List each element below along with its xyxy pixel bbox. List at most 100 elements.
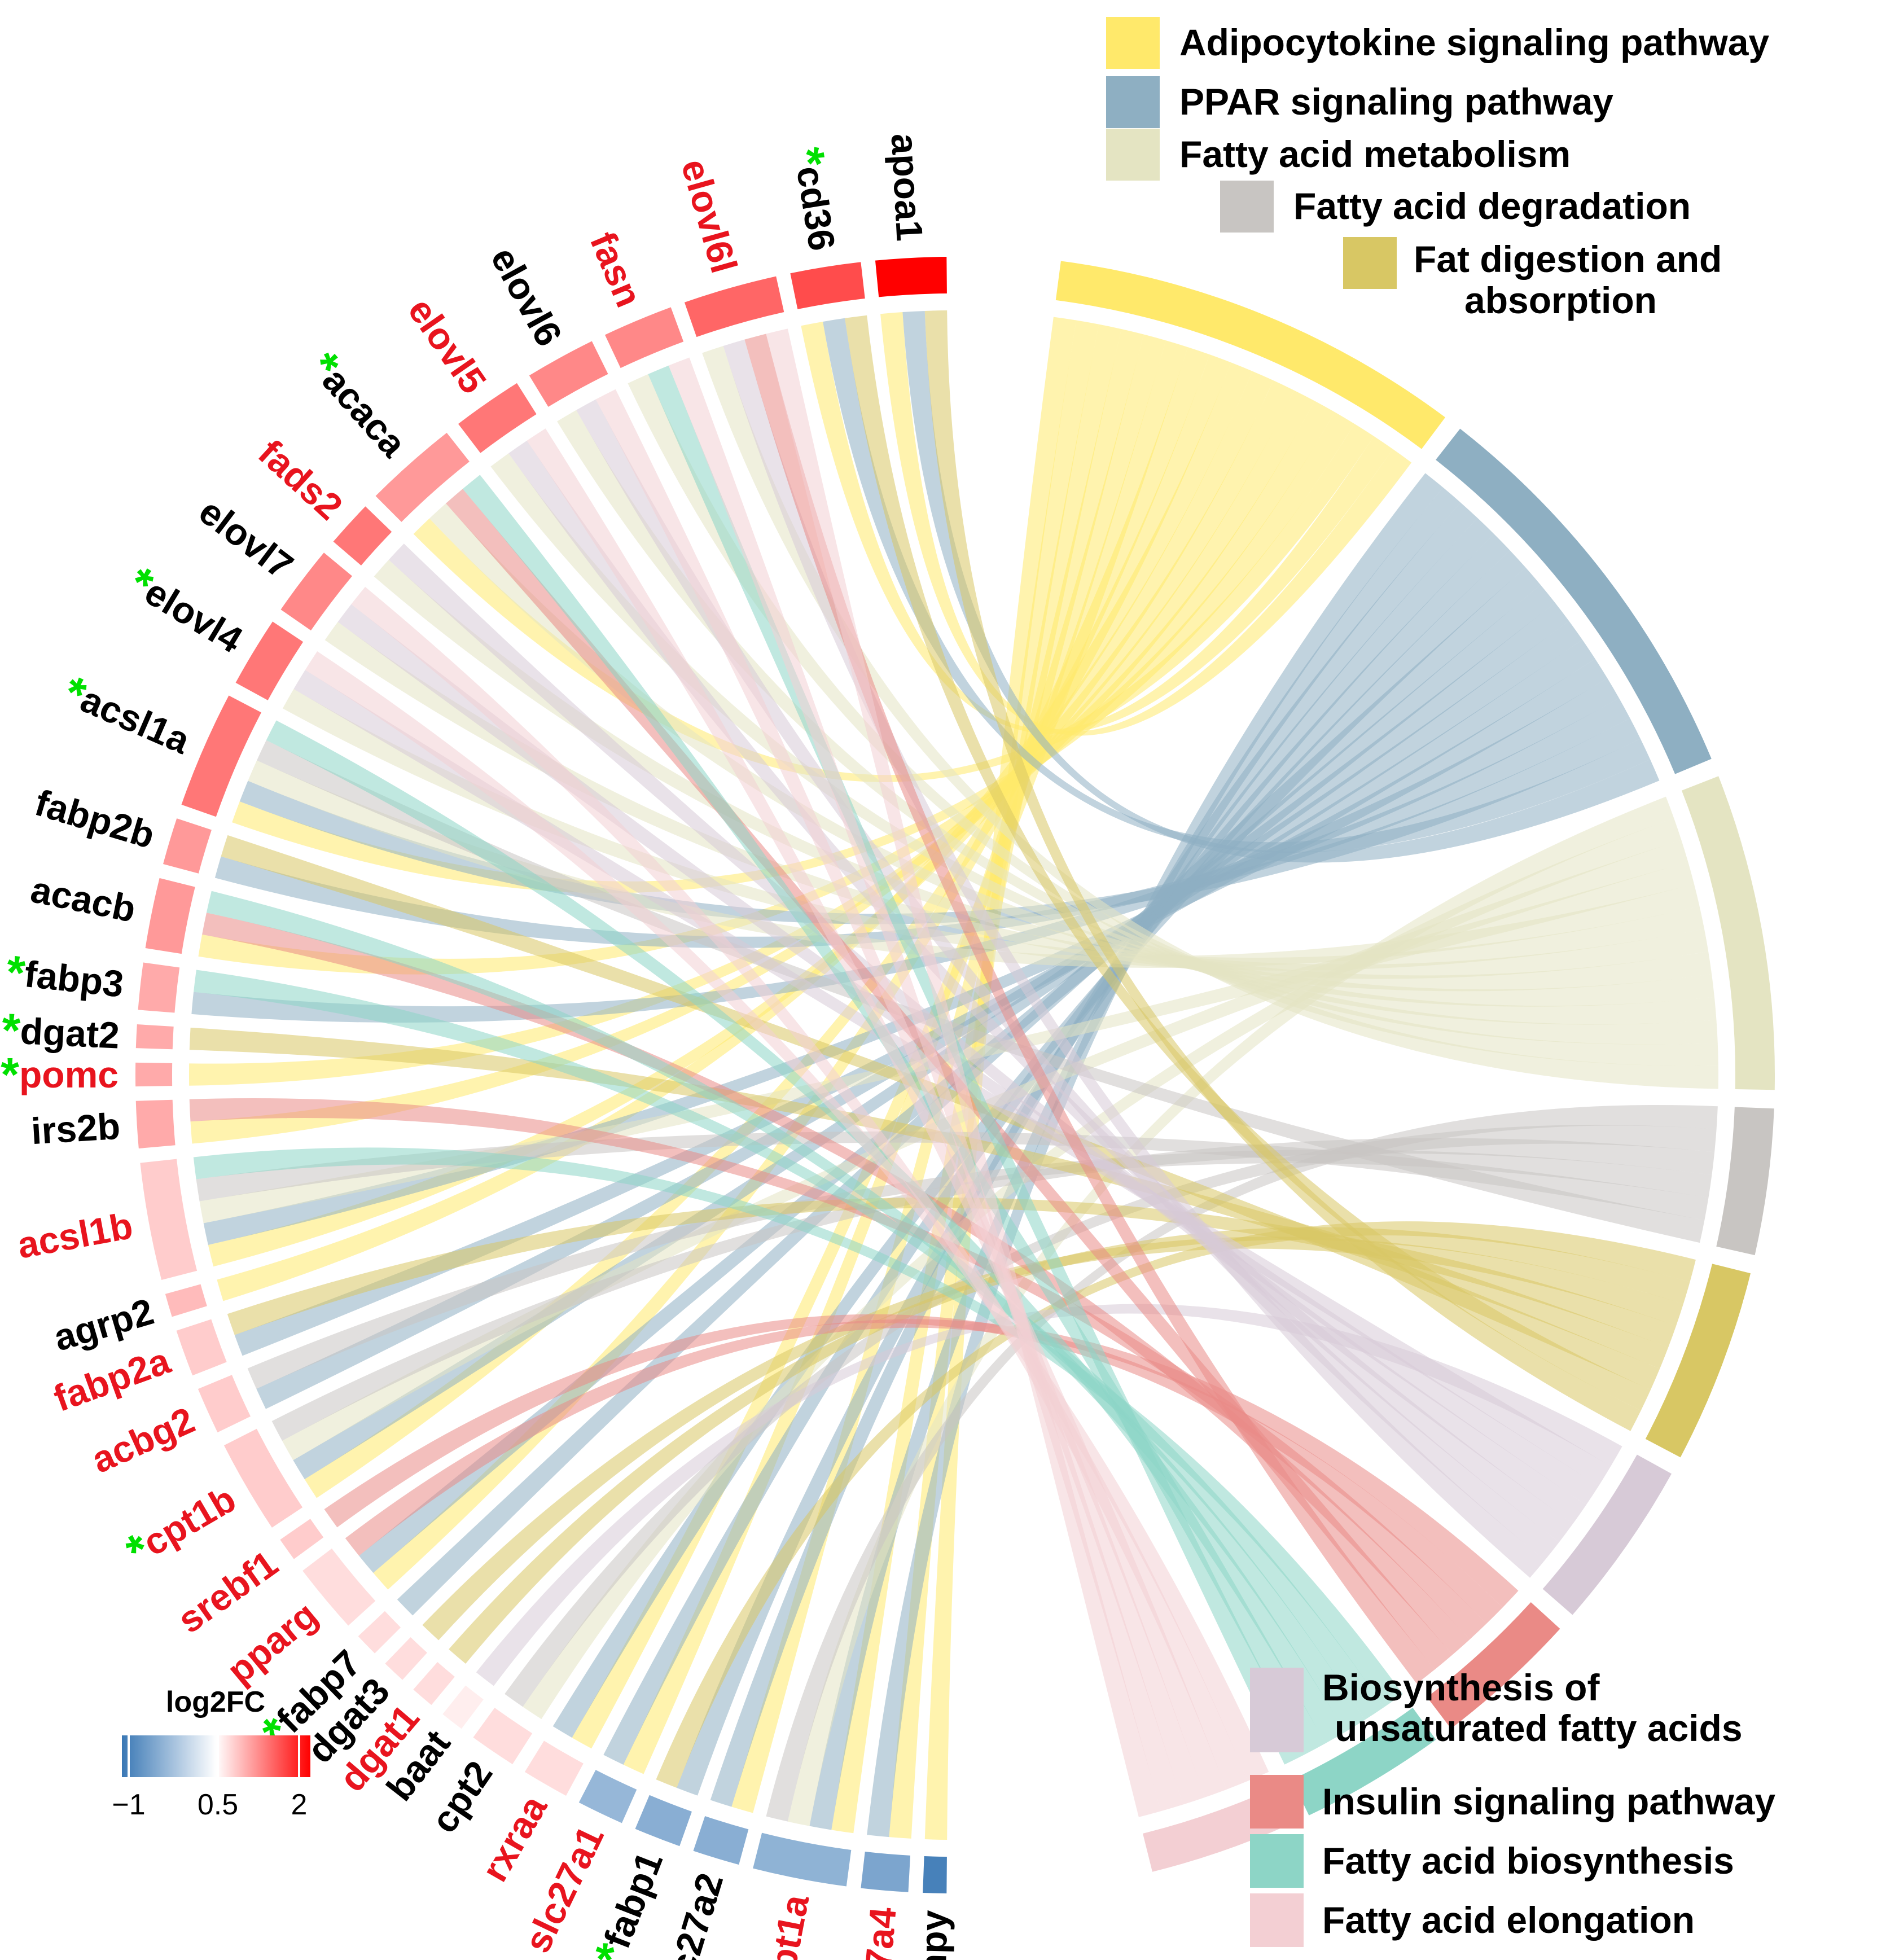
significance-star-icon: * [1,1048,19,1101]
gene-arc-pparg [302,1548,376,1626]
gene-name: acaca [314,359,415,465]
gene-name: elovl6l [673,155,745,278]
gene-arc-rxraa [524,1740,584,1796]
legend-swatch-5 [1343,237,1397,289]
gene-arc-fasn [604,307,684,369]
gene-arc-fads2 [333,506,392,565]
gene-label-fabp2b: fabp2b [30,782,159,857]
gene-arc-slc27a4 [861,1852,911,1892]
ribbon-elovl6l-3 [702,346,1719,1089]
significance-star-icon: * [1,1003,21,1057]
ribbon-acsl1b-3 [199,862,1695,1224]
gene-name: slc27a2 [652,1868,731,1960]
gene-label-elovl5: elovl5 [400,290,494,401]
gene-name: cpt1a [757,1891,817,1960]
pathway-arc-5 [1645,1264,1751,1458]
gene-label-acsl1a: *acsl1a [56,665,199,767]
ribbon-fads2-6 [388,543,1586,1524]
ribbon-cpt1b-3 [282,840,1688,1461]
ribbon-elovl4-3 [282,689,1705,971]
color-scale-bar [122,1735,310,1777]
gene-arc-elovl5 [458,383,537,453]
gene-arc-npy [923,1856,947,1893]
gene-arc-fabp7 [358,1611,401,1654]
gene-name: fabp1 [595,1846,670,1954]
gene-arc-srebf1 [280,1519,324,1559]
gene-arc-dgat3 [385,1637,427,1680]
ribbon-elovl5-9 [527,428,1227,1797]
gene-name: fabp3 [23,953,126,1005]
gene-arc-irs2b [135,1099,176,1149]
gene-name: rxraa [473,1788,555,1888]
legend-swatch-3 [1106,129,1160,181]
ribbon-pparg-7 [345,1319,1519,1608]
gene-name: acacb [28,868,139,930]
ribbon-apoa1-2 [902,310,1660,863]
gene-label-elovl7: elovl7 [191,490,301,587]
ribbon-slc27a4-1 [889,320,1099,1839]
gene-name: apoa1 [884,133,931,242]
scale-tick-label: 2 [291,1788,308,1821]
gene-name: fasn [582,226,651,313]
gene-name: fabp2b [30,782,159,857]
ribbon-elovl6l-9 [766,328,1161,1817]
gene-arc-fabp2b [163,818,212,874]
gene-name: elovl4 [138,571,250,661]
gene-arc-dgat2 [135,1024,174,1050]
gene-name: npy [912,1909,955,1960]
gene-arc-agrp2 [165,1284,207,1317]
legend-label-bottom-1-line2: unsaturated fatty acids [1335,1707,1743,1749]
gene-name: slc27a4 [851,1905,904,1960]
gene-label-slc27a4: slc27a4 [851,1905,904,1960]
pathway-arc-4 [1716,1107,1774,1256]
gene-name: irs2b [30,1105,121,1152]
legend-label-bottom-2: Insulin signaling pathway [1322,1781,1775,1822]
gene-label-fads2: fads2 [251,431,350,528]
gene-arc-apoa1 [875,257,947,297]
gene-label-acsl1b: acsl1b [14,1204,135,1266]
gene-arc-cd36 [790,262,865,309]
color-scale-title: log2FC [166,1686,265,1718]
gene-label-slc27a2: slc27a2 [652,1868,731,1960]
legend-label-1: Adipocytokine signaling pathway [1179,21,1769,63]
ribbon-dgat1-5 [449,1227,1690,1664]
ribbon-acsl1a-1 [232,412,1355,893]
gene-arc-fabp1 [635,1795,692,1847]
gene-arc-acacb [145,878,195,954]
pathway-arc-8 [1292,1707,1436,1816]
ribbon-elovl6-9 [595,389,1205,1805]
pathway-arc-6 [1542,1454,1672,1615]
ribbon-dgat3-5 [422,1236,1683,1641]
legend-label-3: Fatty acid metabolism [1179,133,1571,175]
legend-label-5: Fat digestion and [1414,238,1722,280]
legend-swatch-bottom-3 [1250,1834,1304,1888]
gene-name: elovl7 [191,490,301,587]
ribbons-layer [188,310,1719,1840]
gene-arc-dgat1 [413,1661,455,1705]
gene-name: pomc [19,1054,119,1095]
legend-label-5-line2: absorption [1464,279,1657,321]
gene-name: cd36 [789,163,844,253]
legend-swatch-bottom-2 [1250,1775,1304,1829]
legend-label-bottom-4: Fatty acid elongation [1322,1899,1695,1941]
gene-name: acbg2 [85,1398,200,1481]
gene-label-elovl4: *elovl4 [119,556,253,665]
legend-label-bottom-1: Biosynthesis of [1322,1667,1600,1708]
gene-arc-slc27a2 [693,1816,749,1865]
gene-arc-elovl6 [529,341,608,407]
gene-label-pomc: *pomc [1,1048,119,1101]
gene-label-cpt1b: *cpt1b [117,1473,245,1578]
pathway-arcs-layer [1055,261,1775,1872]
gene-arc-cpt1a [753,1832,852,1887]
gene-label-irs2b: irs2b [30,1105,121,1152]
ribbon-acbg2-4 [247,1149,1712,1389]
pathway-legend: Adipocytokine signaling pathway PPAR sign… [1106,17,1775,1947]
legend-swatch-bottom-4 [1250,1893,1304,1947]
ribbon-cpt1a-1 [831,324,1122,1834]
gene-name: fads2 [251,431,350,528]
gene-label-apoa1: apoa1 [884,133,931,242]
ribbon-apoa1-5 [924,310,1641,1431]
ribbon-irs2b-7 [189,1098,1486,1640]
gene-name: cpt1b [136,1477,243,1564]
